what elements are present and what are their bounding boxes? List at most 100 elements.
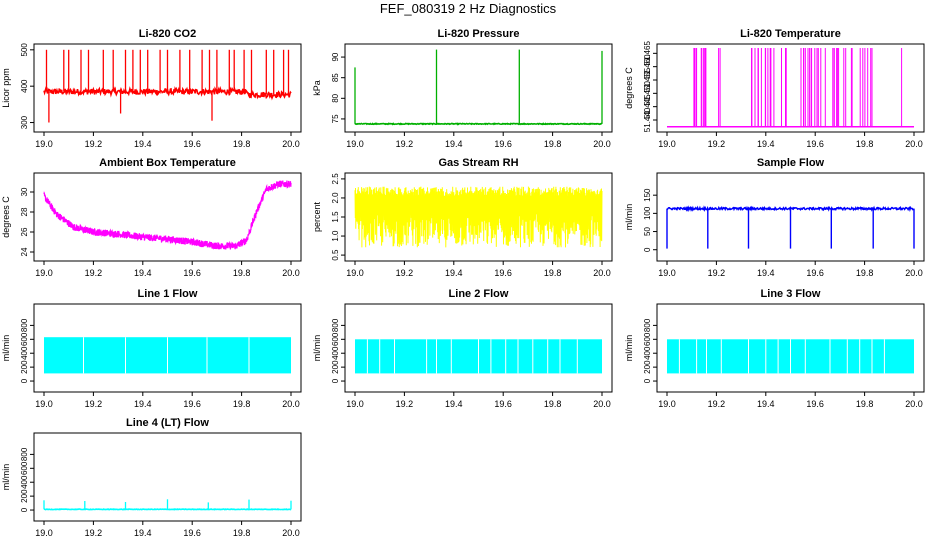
x-tick-label: 19.2	[396, 139, 414, 149]
x-tick-label: 19.0	[658, 139, 676, 149]
y-tick-label: 800	[20, 318, 29, 332]
y-axis-label: ml/min	[624, 335, 634, 362]
x-tick-label: 19.8	[544, 268, 562, 278]
y-tick-label: 26	[20, 227, 29, 236]
y-tick-label: 800	[643, 318, 652, 332]
y-axis-label: ml/min	[1, 335, 11, 362]
plot-frame	[33, 172, 302, 262]
y-tick-label: 0.5	[331, 249, 340, 261]
y-tick-label: 1.0	[331, 230, 340, 242]
x-tick-label: 20.0	[282, 139, 300, 149]
chart-panel: Line 3 Flow ml/min 19.0 19.2 19.4 19.6 19.8 20.…	[624, 288, 925, 409]
x-tick-label: 19.4	[757, 268, 775, 278]
x-tick-label: 19.0	[346, 139, 364, 149]
data-line	[43, 180, 292, 250]
x-tick-label: 19.8	[233, 528, 251, 538]
y-axis-label: Licor ppm	[1, 68, 11, 108]
x-tick-label: 19.6	[494, 268, 512, 278]
y-tick-label: 100	[643, 206, 652, 220]
plot-frame	[33, 432, 302, 522]
y-tick-label: 51.460	[643, 54, 652, 79]
x-tick-label: 19.6	[494, 399, 512, 409]
y-tick-label: 1.5	[331, 211, 340, 223]
y-tick-label: 75	[331, 114, 340, 123]
x-tick-label: 19.2	[85, 528, 103, 538]
x-tick-label: 19.0	[346, 268, 364, 278]
x-tick-label: 19.6	[494, 139, 512, 149]
y-tick-label: 400	[331, 346, 340, 360]
y-tick-label: 200	[20, 489, 29, 503]
y-tick-label: 200	[20, 360, 29, 374]
x-tick-label: 19.4	[445, 139, 463, 149]
x-tick-label: 19.6	[806, 139, 824, 149]
x-tick-label: 20.0	[905, 399, 923, 409]
y-axis-label: degrees C	[624, 67, 634, 109]
x-tick-label: 19.2	[85, 268, 103, 278]
y-tick-label: 600	[20, 332, 29, 346]
plot-frame	[656, 43, 925, 133]
y-tick-label: 400	[20, 475, 29, 489]
y-tick-label: 400	[20, 79, 29, 93]
y-tick-label: 800	[331, 318, 340, 332]
x-tick-label: 20.0	[282, 528, 300, 538]
x-tick-label: 20.0	[282, 399, 300, 409]
y-tick-label: 500	[20, 43, 29, 57]
x-tick-label: 19.2	[396, 399, 414, 409]
chart-title: Line 4 (LT) Flow	[126, 417, 209, 429]
plot-frame	[33, 43, 302, 133]
plot-frame	[344, 43, 613, 133]
y-tick-label: 28	[20, 207, 29, 216]
x-tick-label: 19.2	[396, 268, 414, 278]
x-tick-label: 19.4	[757, 399, 775, 409]
chart-panel: Line 2 Flow ml/min 19.0 19.2 19.4 19.6 19.8 20.…	[312, 288, 613, 409]
y-tick-label: 24	[20, 247, 29, 256]
x-tick-label: 19.4	[134, 139, 152, 149]
plot-frame	[656, 172, 925, 262]
x-tick-label: 19.0	[35, 139, 53, 149]
chart-title: Li-820 CO2	[139, 28, 196, 40]
chart-panel: Line 4 (LT) Flow ml/min 19.0 19.2 19.4 19.6 19…	[1, 417, 302, 538]
y-tick-label: 200	[331, 360, 340, 374]
x-tick-label: 19.8	[233, 139, 251, 149]
y-tick-label: 50	[643, 227, 652, 236]
y-tick-label: 0	[643, 378, 652, 383]
x-tick-label: 19.4	[757, 139, 775, 149]
x-tick-label: 19.6	[806, 399, 824, 409]
data-line	[43, 508, 292, 511]
plot-frame	[33, 303, 302, 393]
y-tick-label: 800	[20, 447, 29, 461]
x-tick-label: 19.2	[708, 399, 726, 409]
x-tick-label: 19.8	[544, 399, 562, 409]
x-tick-label: 19.6	[183, 399, 201, 409]
y-axis-label: ml/min	[624, 204, 634, 231]
y-tick-label: 600	[643, 332, 652, 346]
x-tick-label: 19.6	[183, 528, 201, 538]
y-tick-label: 30	[20, 187, 29, 196]
x-tick-label: 19.8	[544, 139, 562, 149]
x-tick-label: 20.0	[282, 268, 300, 278]
x-tick-label: 20.0	[593, 139, 611, 149]
x-tick-label: 19.4	[134, 399, 152, 409]
x-tick-label: 20.0	[593, 399, 611, 409]
y-axis-label: ml/min	[312, 335, 322, 362]
y-tick-label: 51.455	[643, 67, 652, 92]
y-tick-label: 400	[20, 346, 29, 360]
chart-title: Line 1 Flow	[138, 288, 198, 300]
x-tick-label: 19.0	[658, 268, 676, 278]
x-tick-label: 19.4	[134, 528, 152, 538]
plot-frame	[344, 303, 613, 393]
y-tick-label: 0	[20, 378, 29, 383]
y-tick-label: 0	[331, 378, 340, 383]
chart-panel: Li-820 Pressure kPa 19.0 19.2 19.4 19.6 19.8 20…	[312, 28, 613, 149]
y-tick-label: 85	[331, 73, 340, 82]
y-tick-label: 80	[331, 93, 340, 102]
chart-title: Sample Flow	[757, 157, 825, 169]
chart-title: Line 3 Flow	[761, 288, 821, 300]
y-tick-label: 200	[643, 360, 652, 374]
chart-title: Gas Stream RH	[438, 157, 518, 169]
y-tick-label: 0	[20, 507, 29, 512]
chart-panel: Li-820 CO2 Licor ppm 19.0 19.2 19.4 19.6 19.8 2…	[1, 28, 302, 149]
chart-title: Li-820 Temperature	[740, 28, 841, 40]
chart-panel: Gas Stream RH percent 19.0 19.2 19.4 19.6 19.8…	[312, 157, 613, 278]
x-tick-label: 19.4	[445, 268, 463, 278]
